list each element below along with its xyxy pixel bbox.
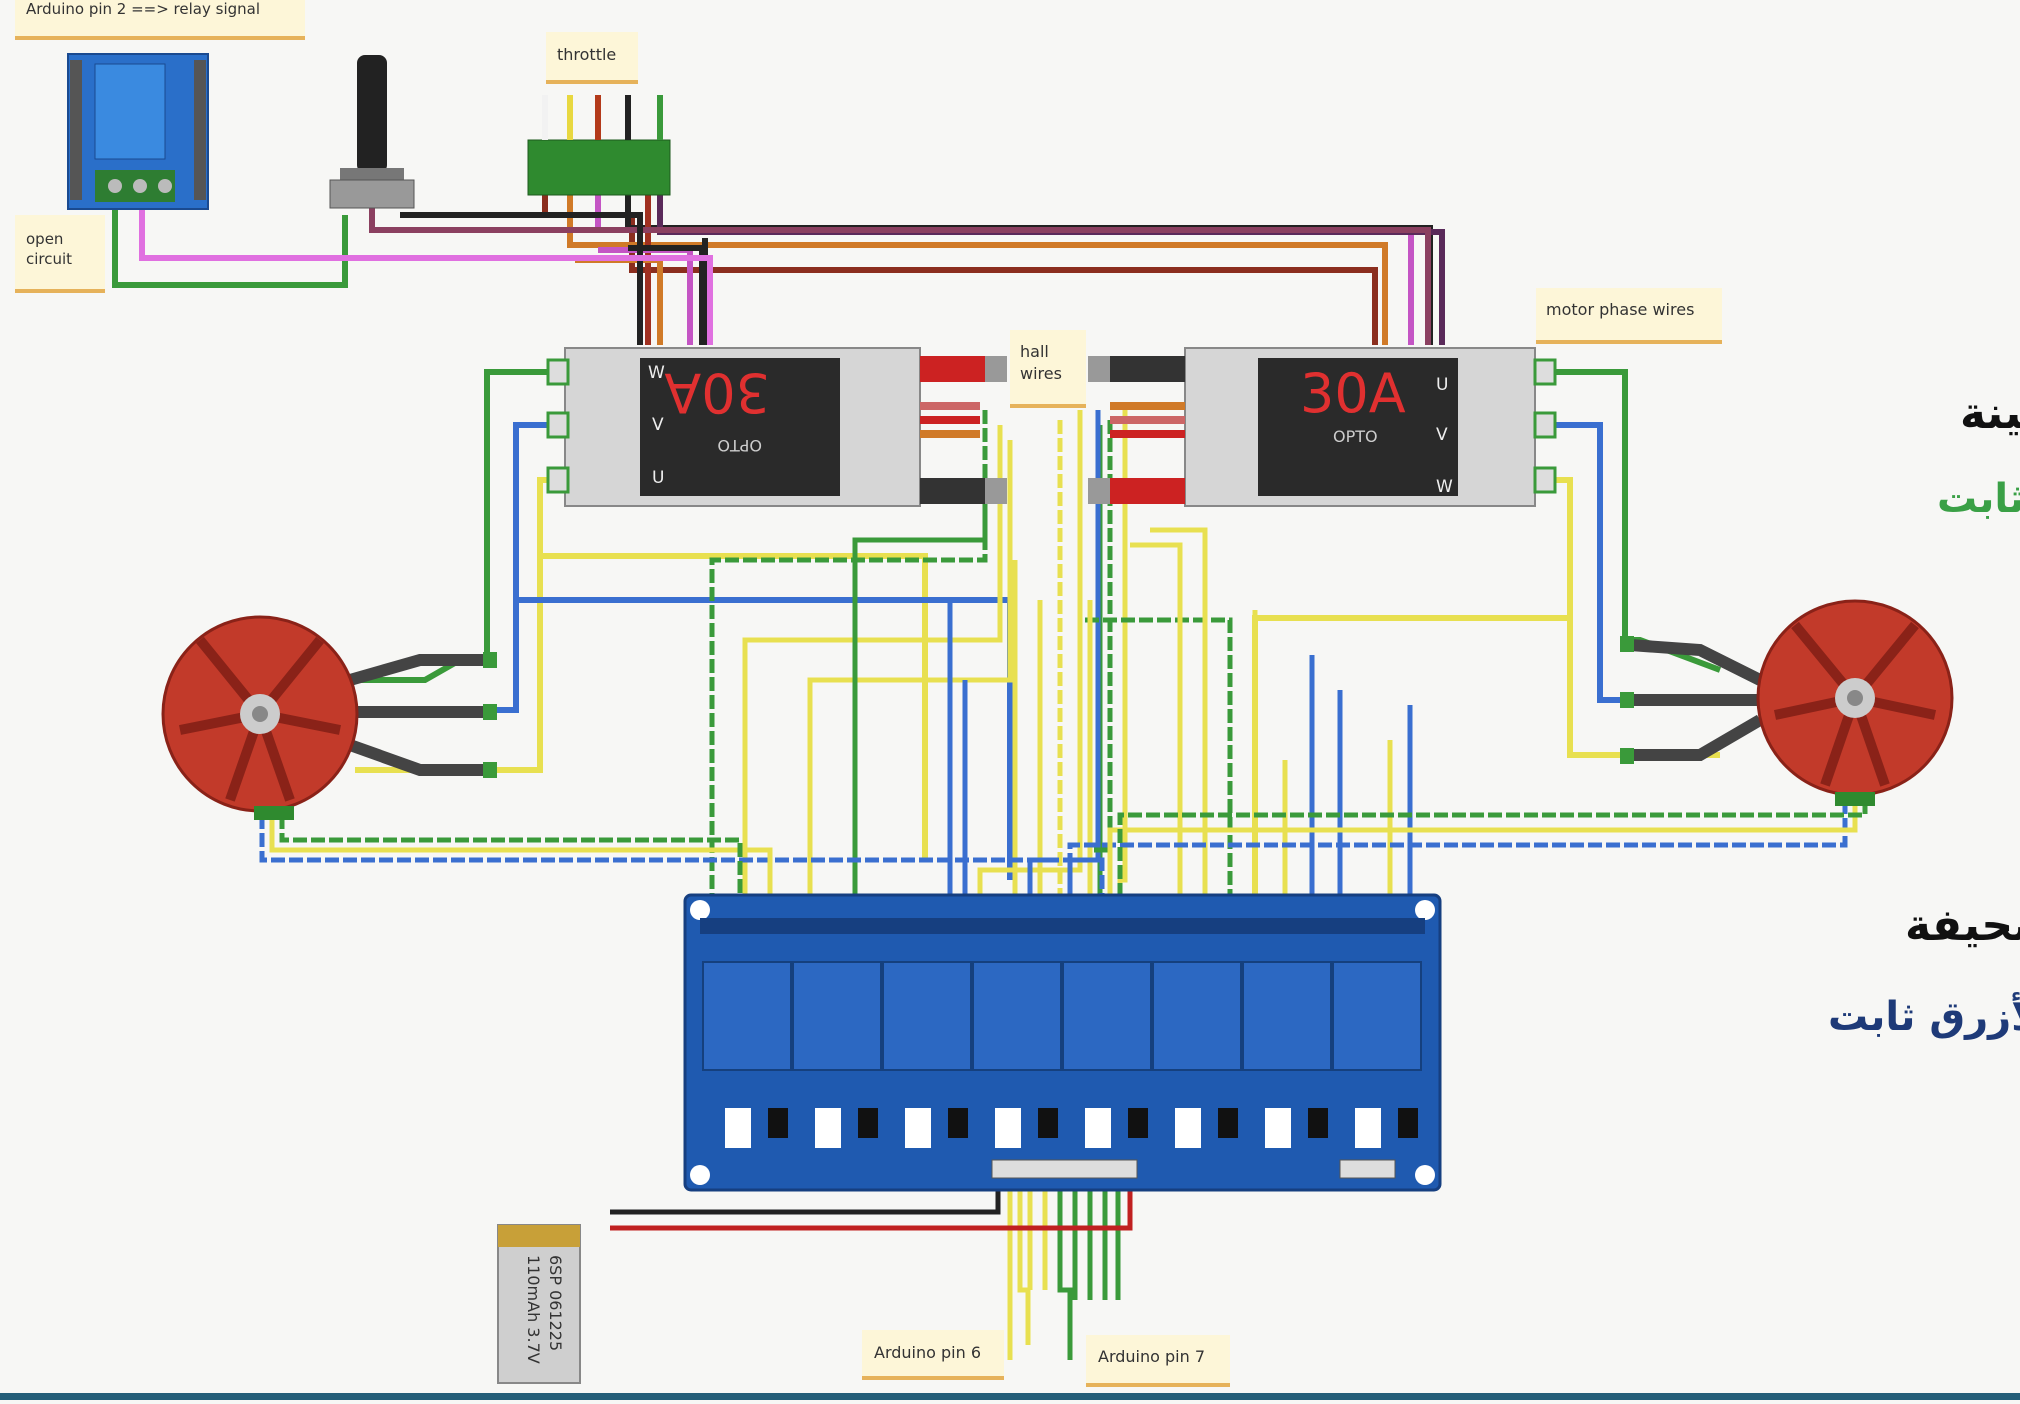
svg-text:hall: hall bbox=[1020, 342, 1049, 361]
note-open-circuit: open circuit bbox=[15, 215, 105, 293]
arabic-thick-wires: الأسلاك المتينة bbox=[1960, 386, 2020, 439]
esc-right-brand: OPTO bbox=[1333, 427, 1378, 446]
note-throttle: throttle bbox=[546, 32, 638, 84]
motor-right bbox=[1620, 599, 1954, 806]
arduino-pin-wires bbox=[1007, 1165, 1121, 1360]
svg-text:wires: wires bbox=[1020, 364, 1062, 383]
battery-label-2: 110mAh 3.7V bbox=[524, 1255, 543, 1364]
svg-text:Arduino pin 6: Arduino pin 6 bbox=[874, 1343, 981, 1362]
relay-signal-wires bbox=[259, 410, 1868, 910]
esc-left-phase-u: U bbox=[652, 468, 664, 488]
svg-text:Arduino pin 7: Arduino pin 7 bbox=[1098, 1347, 1205, 1366]
svg-text:throttle: throttle bbox=[557, 45, 616, 64]
svg-text:circuit: circuit bbox=[26, 250, 72, 268]
note-hall-wires: hall wires bbox=[1010, 330, 1086, 408]
esc-right: 30A OPTO U V W bbox=[1088, 347, 1557, 507]
arabic-thin-wires: الأسلاك النحيفة bbox=[1905, 898, 2020, 951]
esc-left-rating: 30A bbox=[664, 361, 770, 424]
esc-left-phase-v: V bbox=[652, 415, 664, 435]
svg-text:open: open bbox=[26, 230, 63, 248]
bottom-bar bbox=[0, 1393, 2020, 1400]
note-relay-signal: Arduino pin 2 ==> relay signal bbox=[15, 0, 305, 40]
esc-left: 30A OPTO W V U bbox=[546, 347, 1007, 507]
note-motor-phase-wires: motor phase wires bbox=[1536, 288, 1722, 344]
svg-text:Arduino pin 2 ==> relay signal: Arduino pin 2 ==> relay signal bbox=[26, 0, 260, 18]
esc-right-phase-v: V bbox=[1436, 425, 1448, 445]
note-arduino-pin-6: Arduino pin 6 bbox=[862, 1330, 1004, 1380]
throttle-wires bbox=[112, 95, 1445, 345]
note-arduino-pin-7: Arduino pin 7 bbox=[1086, 1335, 1230, 1387]
relay-board-8ch bbox=[683, 893, 1442, 1192]
esc-left-phase-w: W bbox=[648, 363, 665, 383]
esc-right-phase-u: U bbox=[1436, 375, 1448, 395]
arabic-blue-fixed: الأزرق ثابت bbox=[1828, 991, 2020, 1040]
battery-label-1: 6SP 061225 bbox=[546, 1255, 565, 1351]
motor-left bbox=[161, 615, 497, 820]
arabic-green-fixed: الأخضر ثابت bbox=[1937, 473, 2020, 522]
esc-right-phase-w: W bbox=[1436, 477, 1453, 497]
battery: 6SP 061225 110mAh 3.7V bbox=[497, 1224, 581, 1384]
potentiometer bbox=[329, 55, 415, 209]
svg-text:motor phase wires: motor phase wires bbox=[1546, 300, 1694, 319]
relay-module bbox=[67, 53, 209, 210]
esc-right-rating: 30A bbox=[1300, 362, 1406, 425]
throttle-connector bbox=[527, 95, 671, 196]
esc-left-brand: OPTO bbox=[717, 436, 762, 455]
